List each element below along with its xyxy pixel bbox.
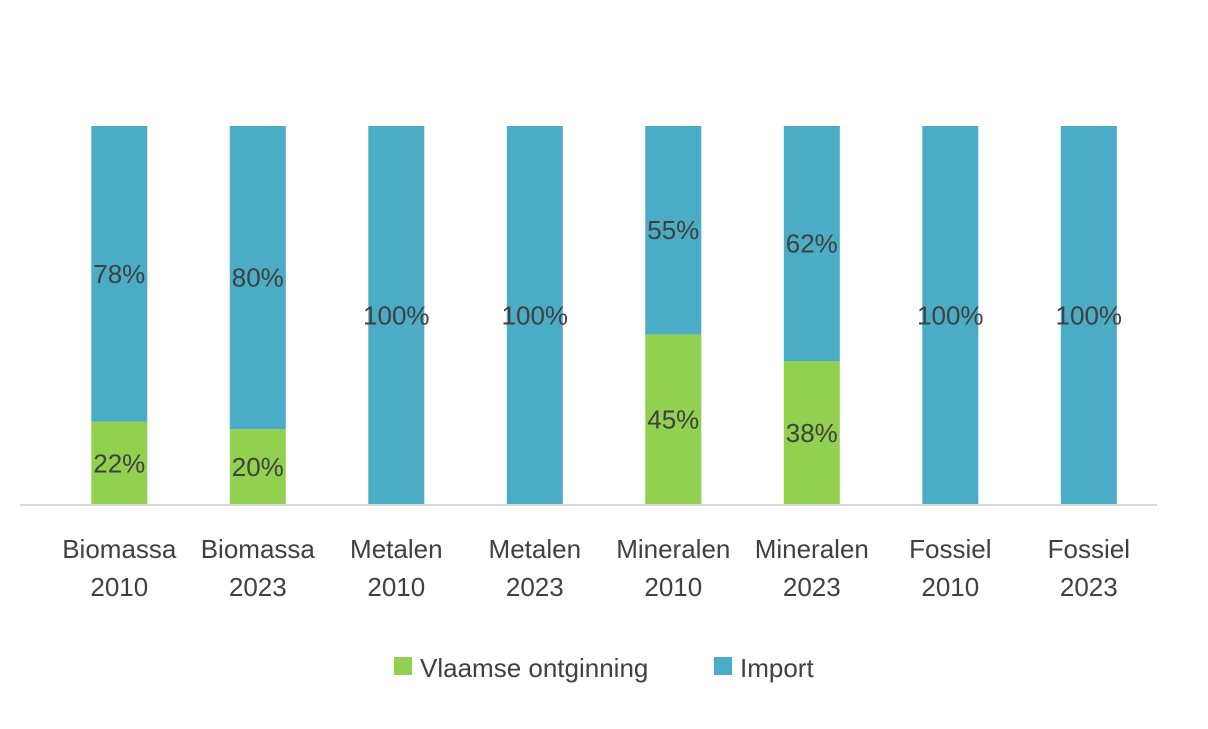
bar-import-biomassa-2010 [91, 126, 148, 422]
data-label-vlaamse-ontginning-mineralen-2010: 45% [647, 405, 699, 435]
x-tick-label-fossiel-2010-line2: 2010 [921, 572, 979, 602]
data-label-import-biomassa-2023: 80% [232, 263, 284, 293]
bar-import-metalen-2023 [506, 126, 563, 505]
data-label-import-fossiel-2023: 100% [1056, 301, 1123, 331]
bar-import-fossiel-2010 [922, 126, 979, 505]
data-label-vlaamse-ontginning-biomassa-2023: 20% [232, 452, 284, 482]
data-label-vlaamse-ontginning-biomassa-2010: 22% [93, 448, 145, 478]
legend: Vlaamse ontginning Import [394, 653, 814, 683]
legend-swatch-vlaamse-ontginning [394, 657, 412, 675]
bar-import-mineralen-2010 [645, 126, 702, 335]
data-label-import-fossiel-2010: 100% [917, 301, 984, 331]
x-tick-label-biomassa-2010-line1: Biomassa [62, 534, 177, 564]
data-label-import-metalen-2023: 100% [502, 301, 569, 331]
x-tick-label-mineralen-2010-line1: Mineralen [616, 534, 730, 564]
x-tick-label-mineralen-2023-line1: Mineralen [755, 534, 869, 564]
x-tick-label-metalen-2010-line2: 2010 [367, 572, 425, 602]
x-tick-label-metalen-2010-line1: Metalen [350, 534, 443, 564]
legend-item-vlaamse-ontginning: Vlaamse ontginning [394, 653, 648, 683]
x-tick-label-biomassa-2010-line2: 2010 [90, 572, 148, 602]
legend-label-vlaamse-ontginning: Vlaamse ontginning [420, 653, 648, 683]
data-label-import-mineralen-2023: 62% [786, 229, 838, 259]
x-tick-label-mineralen-2023-line2: 2023 [783, 572, 841, 602]
x-tick-label-metalen-2023-line2: 2023 [506, 572, 564, 602]
x-tick-label-fossiel-2010-line1: Fossiel [909, 534, 991, 564]
data-label-vlaamse-ontginning-mineralen-2023: 38% [786, 418, 838, 448]
data-labels-group: 22% 78% 20% 80% 100% 100% 45% 55% 38% 62% 100% 100% [93, 215, 1122, 482]
data-label-import-mineralen-2010: 55% [647, 215, 699, 245]
bar-vlaamse-ontginning-biomassa-2023 [229, 429, 286, 505]
bars-group [91, 126, 1117, 505]
data-label-import-biomassa-2010: 78% [93, 259, 145, 289]
legend-item-import: Import [714, 653, 814, 683]
data-label-import-metalen-2010: 100% [363, 301, 430, 331]
x-tick-label-biomassa-2023-line2: 2023 [229, 572, 287, 602]
bar-import-metalen-2010 [368, 126, 425, 505]
legend-swatch-import [714, 657, 732, 675]
bar-import-biomassa-2023 [229, 126, 286, 430]
x-axis-tick-labels: Biomassa 2010 Biomassa 2023 Metalen 2010 Metal… [62, 534, 1130, 602]
bar-import-mineralen-2023 [783, 126, 840, 361]
bar-vlaamse-ontginning-biomassa-2010 [91, 421, 148, 505]
legend-label-import: Import [740, 653, 814, 683]
x-tick-label-biomassa-2023-line1: Biomassa [201, 534, 316, 564]
bar-import-fossiel-2023 [1060, 126, 1117, 505]
x-tick-label-mineralen-2010-line2: 2010 [644, 572, 702, 602]
bar-vlaamse-ontginning-mineralen-2023 [783, 361, 840, 505]
x-tick-label-metalen-2023-line1: Metalen [489, 534, 582, 564]
bar-vlaamse-ontginning-mineralen-2010 [645, 334, 702, 505]
x-tick-label-fossiel-2023-line2: 2023 [1060, 572, 1118, 602]
x-tick-label-fossiel-2023-line1: Fossiel [1048, 534, 1130, 564]
